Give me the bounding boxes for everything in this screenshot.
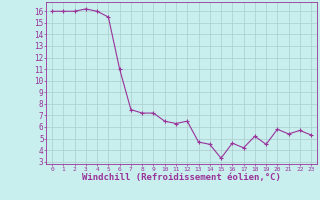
X-axis label: Windchill (Refroidissement éolien,°C): Windchill (Refroidissement éolien,°C) (82, 173, 281, 182)
